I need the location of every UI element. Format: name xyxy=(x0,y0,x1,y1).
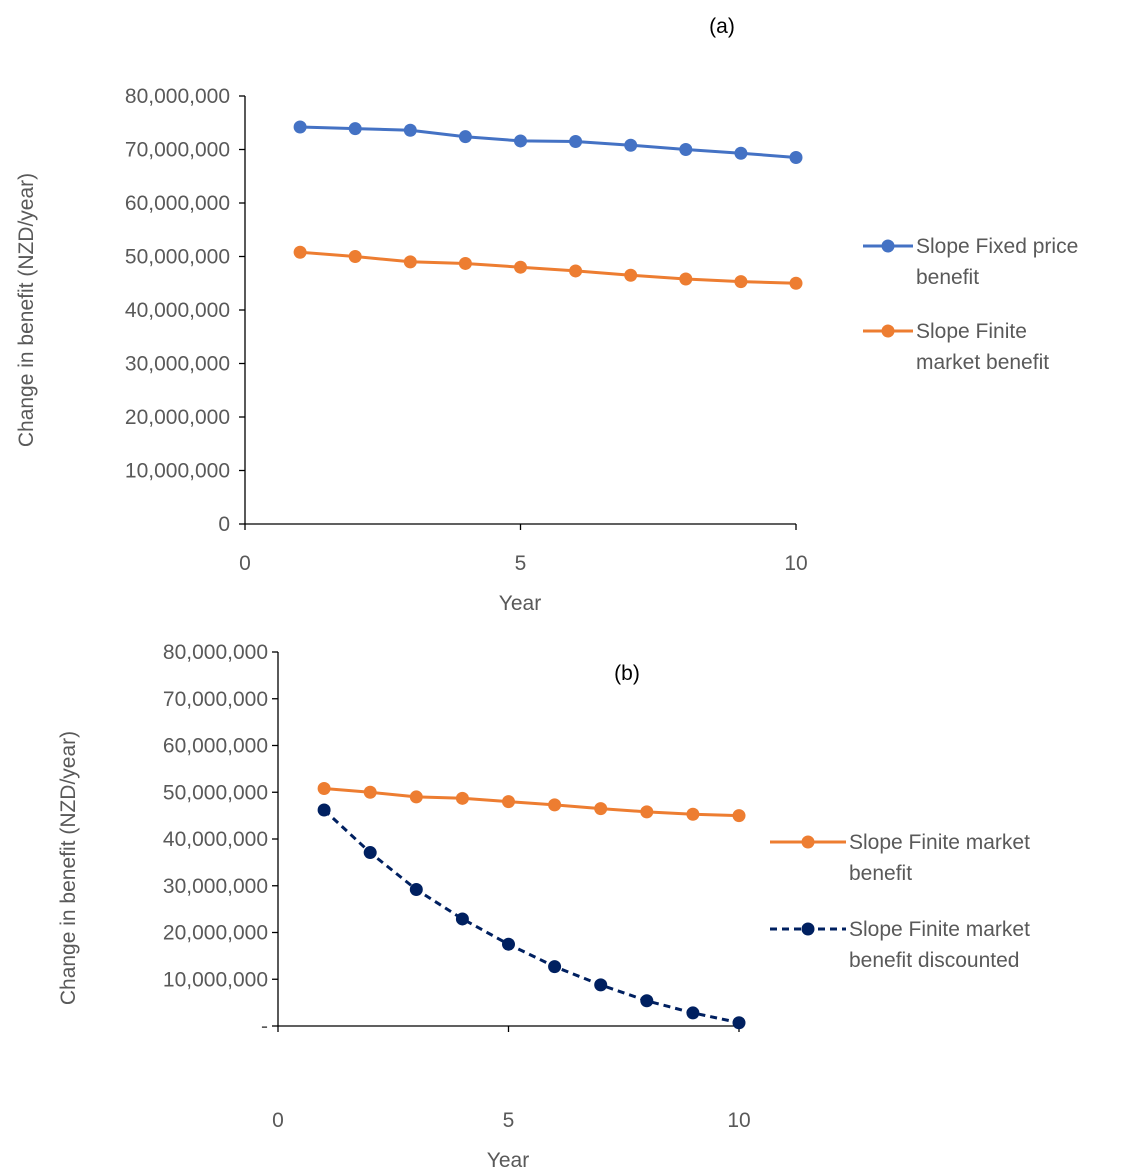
y-tick-label: 0 xyxy=(218,513,230,536)
data-point xyxy=(317,782,331,796)
legend-label: benefit discounted xyxy=(849,949,1019,972)
data-point xyxy=(409,790,423,804)
data-point xyxy=(624,138,638,152)
chart-panel-a: (a) Year Change in benefit (NZD/year) 0 1… xyxy=(15,15,1078,615)
legend-swatch-marker xyxy=(801,922,815,936)
series-b-2 xyxy=(317,803,746,1030)
data-point xyxy=(317,803,331,817)
legend-label: Slope Fixed price xyxy=(916,235,1078,258)
series-line xyxy=(323,808,740,1025)
data-point xyxy=(502,937,515,951)
data-point xyxy=(679,272,693,286)
legend-label: benefit xyxy=(916,266,979,289)
x-axis-title-b: Year xyxy=(487,1149,529,1172)
series-b-1 xyxy=(317,782,746,823)
legend-label: market benefit xyxy=(916,351,1049,374)
y-tick-label: 70,000,000 xyxy=(163,688,268,711)
data-point xyxy=(293,245,307,259)
data-point xyxy=(789,276,803,290)
data-point xyxy=(458,130,472,144)
data-point xyxy=(455,791,469,805)
data-point xyxy=(594,802,608,816)
y-tick-label: 40,000,000 xyxy=(163,828,268,851)
data-point xyxy=(569,264,583,278)
data-point xyxy=(679,143,693,156)
data-point xyxy=(732,1016,746,1030)
chart-panel-b: (b) Year Change in benefit (NZD/year) - 1… xyxy=(57,641,1030,1172)
data-point xyxy=(732,809,746,823)
data-point xyxy=(548,960,562,974)
axes-b: - 10,000,000 20,000,000 30,000,000 40,000,00… xyxy=(163,641,751,1132)
data-point xyxy=(502,795,515,809)
x-tick-label: 0 xyxy=(239,552,251,575)
y-tick-label: 50,000,000 xyxy=(163,781,268,804)
y-axis-title-b: Change in benefit (NZD/year) xyxy=(57,731,80,1005)
series-line xyxy=(300,125,797,159)
y-tick-label: 10,000,000 xyxy=(163,968,268,991)
y-tick-label: 60,000,000 xyxy=(125,192,230,215)
x-tick-label: 0 xyxy=(272,1109,284,1132)
panel-label-a: (a) xyxy=(709,15,735,38)
legend-entry-b-1: Slope Finite market benefit xyxy=(770,831,1030,885)
data-point xyxy=(293,120,307,134)
y-tick-label: 60,000,000 xyxy=(163,735,268,758)
data-point xyxy=(348,122,362,136)
data-point xyxy=(640,805,654,819)
legend-entry-a-1: Slope Fixed price benefit xyxy=(863,235,1078,289)
data-point xyxy=(409,882,423,896)
y-axis-title-a: Change in benefit (NZD/year) xyxy=(15,173,38,447)
data-point xyxy=(734,275,748,289)
data-point xyxy=(363,846,377,860)
data-point xyxy=(686,1006,700,1020)
legend-label: Slope Finite market xyxy=(849,918,1030,941)
y-tick-label: 50,000,000 xyxy=(125,246,230,269)
y-tick-label: 40,000,000 xyxy=(125,299,230,322)
data-point xyxy=(569,134,583,148)
y-tick-label: 70,000,000 xyxy=(125,139,230,162)
data-point xyxy=(455,912,469,926)
y-tick-label: 30,000,000 xyxy=(163,875,268,898)
legend-swatch-marker xyxy=(881,324,895,338)
legend-entry-b-2: Slope Finite market benefit discounted xyxy=(770,918,1030,972)
data-point xyxy=(403,255,417,269)
legend-swatch-marker xyxy=(881,239,895,253)
series-line xyxy=(323,787,740,818)
series-line xyxy=(299,250,797,285)
y-tick-label: 30,000,000 xyxy=(125,353,230,376)
x-tick-label: 5 xyxy=(515,552,527,575)
data-point xyxy=(624,268,638,282)
data-point xyxy=(734,146,748,160)
data-point xyxy=(403,123,417,137)
data-point xyxy=(458,256,472,270)
data-point xyxy=(348,250,362,263)
y-tick-label: - xyxy=(261,1015,268,1038)
data-point xyxy=(789,151,803,165)
legend-label: benefit xyxy=(849,862,912,885)
series-a-1 xyxy=(293,120,803,165)
panel-label-b: (b) xyxy=(614,662,640,685)
data-point xyxy=(548,798,562,812)
y-tick-label: 10,000,000 xyxy=(125,460,230,483)
y-tick-label: 20,000,000 xyxy=(125,406,230,429)
data-point xyxy=(514,260,527,274)
data-point xyxy=(514,134,527,148)
x-axis-title-a: Year xyxy=(499,592,541,615)
y-tick-label: 80,000,000 xyxy=(125,85,230,108)
legend-entry-a-2: Slope Finite market benefit xyxy=(863,320,1049,374)
series-a-2 xyxy=(293,245,803,290)
y-tick-label: 20,000,000 xyxy=(163,922,268,945)
x-tick-label: 10 xyxy=(784,552,807,575)
legend-label: Slope Finite xyxy=(916,320,1027,343)
data-point xyxy=(686,807,700,821)
data-point xyxy=(594,978,608,992)
data-point xyxy=(640,994,654,1008)
legend-swatch-marker xyxy=(801,835,815,849)
legend-label: Slope Finite market xyxy=(849,831,1030,854)
x-tick-label: 5 xyxy=(503,1109,515,1132)
y-tick-label: 80,000,000 xyxy=(163,641,268,664)
data-point xyxy=(363,785,377,799)
x-tick-label: 10 xyxy=(727,1109,750,1132)
axes-a: 0 10,000,000 20,000,000 30,000,000 40,000,00… xyxy=(125,85,808,575)
